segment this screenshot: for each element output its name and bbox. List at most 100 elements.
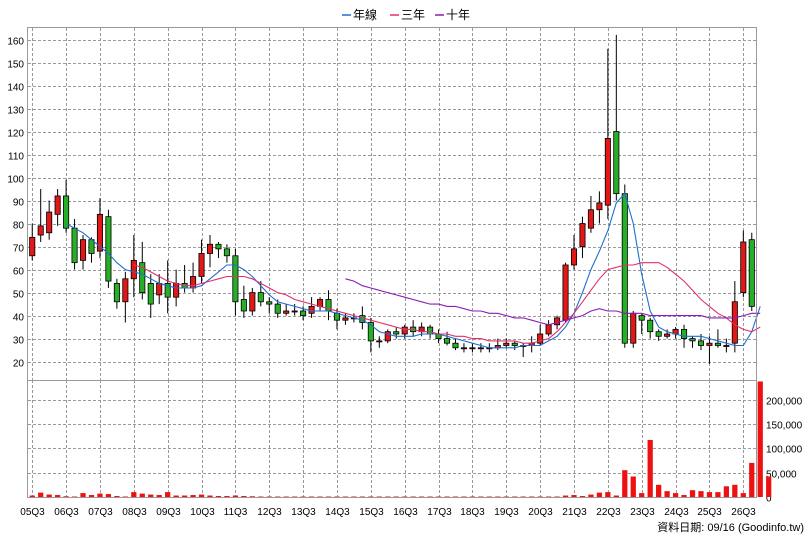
price-tick-label: 40 (13, 313, 25, 324)
candle-body (71, 227, 78, 264)
x-tick-label: 18Q3 (460, 507, 485, 518)
x-tick-label: 05Q3 (20, 507, 45, 518)
candle-body (714, 342, 721, 346)
volume-bar (165, 492, 171, 497)
volume-bar (630, 476, 636, 497)
candle-body (308, 305, 315, 314)
price-tick-label: 110 (8, 152, 24, 163)
candle-body (240, 299, 247, 312)
volume-bar (258, 496, 264, 498)
legend: 年線 三年 十年 (342, 7, 470, 22)
volume-bar (46, 494, 52, 497)
ma-line (65, 192, 761, 349)
volume-bar (681, 495, 687, 497)
volume-bar (469, 496, 476, 498)
volume-bar (156, 495, 162, 497)
candle-body (96, 213, 103, 252)
candle-body (393, 331, 400, 335)
x-tick-label: 10Q3 (190, 507, 215, 518)
candle-body (681, 328, 688, 339)
price-tick-label: 60 (13, 267, 25, 278)
volume-bar (647, 439, 653, 497)
volume-bar (308, 496, 315, 498)
volume-bar (300, 496, 306, 498)
volume-bar (55, 495, 61, 497)
volume-bar (139, 493, 145, 497)
volume-bar (495, 496, 501, 498)
candle-body (223, 248, 230, 257)
volume-bar (122, 496, 128, 498)
volume-tick-label: 50,000 (766, 470, 797, 481)
x-tick-label: 20Q3 (528, 507, 553, 518)
volume-bar (215, 496, 222, 497)
volume-bar (639, 493, 645, 497)
candle-body (206, 243, 214, 254)
candle-body (697, 340, 705, 346)
candle-body (596, 202, 603, 211)
volume-bars (29, 381, 772, 498)
candle-body (232, 255, 239, 303)
volume-bar (732, 484, 738, 497)
volume-bar (410, 496, 416, 498)
candle-body (46, 211, 53, 234)
volume-bar (452, 496, 459, 498)
candle-body (164, 282, 171, 298)
price-tick-label: 160 (7, 37, 24, 48)
volume-bar (402, 496, 408, 498)
price-tick-label: 70 (13, 244, 25, 255)
candle-body (655, 331, 662, 337)
candle-body (37, 225, 44, 236)
volume-tick-label: 0 (766, 494, 772, 505)
x-tick-label: 17Q3 (427, 507, 452, 518)
candle-body (105, 216, 112, 282)
volume-gridlines (28, 380, 756, 497)
candle-body (147, 282, 154, 305)
volume-bar (114, 496, 120, 497)
candle-body (266, 301, 273, 305)
volume-bar (613, 495, 619, 497)
candle-body (63, 195, 70, 229)
volume-bar (579, 496, 586, 497)
volume-bar (444, 496, 450, 498)
volume-bar (596, 492, 603, 497)
volume-bar (71, 496, 78, 498)
volume-bar (190, 495, 196, 497)
volume-bar (38, 492, 44, 497)
volume-bar (283, 496, 289, 498)
volume-bar (29, 495, 35, 497)
candle-body (257, 292, 264, 303)
volume-tick-label: 100,000 (766, 445, 803, 456)
volume-bar (554, 496, 560, 498)
candle-body (376, 340, 383, 343)
volume-bar (664, 491, 670, 497)
candle-body (740, 241, 747, 293)
candle-body (283, 310, 290, 314)
volume-bar (232, 495, 239, 497)
candle-body (384, 331, 391, 342)
volume-bar (545, 496, 552, 498)
volume-bar (292, 496, 298, 498)
volume-bar (656, 484, 662, 497)
volume-bar (368, 496, 374, 498)
volume-bar (334, 496, 340, 498)
ma-line (345, 278, 761, 326)
candle-body (130, 259, 137, 280)
x-tick-label: 19Q3 (494, 507, 519, 518)
candle-body (367, 322, 374, 342)
price-panel-frame (27, 27, 757, 381)
volume-bar (706, 492, 713, 497)
candle-body (689, 338, 696, 342)
candle-body (630, 312, 637, 344)
volume-bar (393, 496, 399, 498)
candle-body (723, 345, 730, 347)
candle-body (621, 193, 628, 344)
candle-body (29, 236, 36, 257)
volume-bar (385, 496, 391, 498)
price-gridlines (28, 28, 756, 380)
candle-body (511, 342, 518, 346)
volume-bar (427, 496, 433, 498)
volume-bar (562, 495, 569, 497)
candle-body (554, 317, 561, 326)
volume-bar (520, 496, 526, 498)
